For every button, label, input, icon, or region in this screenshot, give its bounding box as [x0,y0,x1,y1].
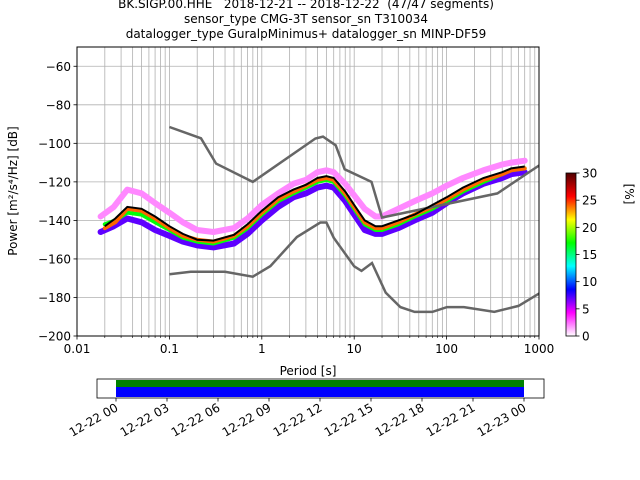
chart-title-line-3: datalogger_type GuralpMinimus+ datalogge… [125,27,487,41]
x-tick-label: 1000 [524,342,555,356]
y-tick-label: −100 [38,137,71,151]
colorbar-label: [%] [622,184,636,205]
x-tick-label: 1 [258,342,266,356]
time-tick-label: 12-22 09 [220,400,274,439]
x-axis-label: Period [s] [280,364,337,378]
time-tick-label: 12-22 00 [67,400,121,439]
plot-frame [76,46,540,337]
new-low-noise-model-line [169,221,539,314]
chart-title-line-2: sensor_type CMG-3T sensor_sn T310034 [183,12,429,26]
time-tick-label: 12-22 18 [373,400,427,439]
density-band [102,166,527,244]
x-tick-label: 0.1 [160,342,179,356]
y-tick-label: −140 [38,214,71,228]
new-high-noise-model-line [168,125,539,219]
y-axis-ticks: −60 −80 −100 −120 −140 −160 −180 −200 [38,60,77,344]
y-tick-label: −160 [38,252,71,266]
colorbar-ticks: 0 5 10 15 20 25 30 [576,167,597,344]
noise-models [104,125,539,314]
colorbar [565,172,577,337]
y-tick-label: −60 [46,60,71,74]
y-tick-label: −180 [38,291,71,305]
colorbar-tick-label: 20 [582,221,597,235]
colorbar-tick-label: 30 [582,167,597,181]
x-tick-label: 0.01 [64,342,91,356]
time-tick-label: 12-23 00 [475,400,529,439]
y-tick-label: −200 [38,330,71,344]
x-tick-label: 10 [347,342,362,356]
y-tick-label: −120 [38,175,71,189]
time-tick-label: 12-22 15 [322,400,376,439]
time-tick-label: 12-22 21 [424,400,478,439]
colorbar-tick-label: 15 [582,248,597,262]
time-tick-label: 12-22 12 [271,400,325,439]
time-tick-label: 12-22 06 [169,400,223,439]
density-band [97,157,528,235]
colorbar-tick-label: 0 [582,330,590,344]
coverage-bar [116,387,524,397]
colorbar-tick-label: 5 [582,302,590,316]
chart-title-line-1: BK.SIGP.00.HHE 2018-12-21 -- 2018-12-22 … [118,0,494,11]
x-tick-label: 100 [435,342,458,356]
y-tick-label: −80 [46,98,71,112]
x-axis-ticks: 0.01 0.1 1 10 100 1000 [64,336,555,356]
colorbar-tick-label: 10 [582,275,597,289]
gaps-bar [116,380,524,387]
time-tick-label: 12-22 03 [118,400,172,439]
y-axis-label: Power [m²/s⁴/Hz] [dB] [6,126,20,255]
mode-line [104,165,525,242]
colorbar-tick-label: 25 [582,194,597,208]
